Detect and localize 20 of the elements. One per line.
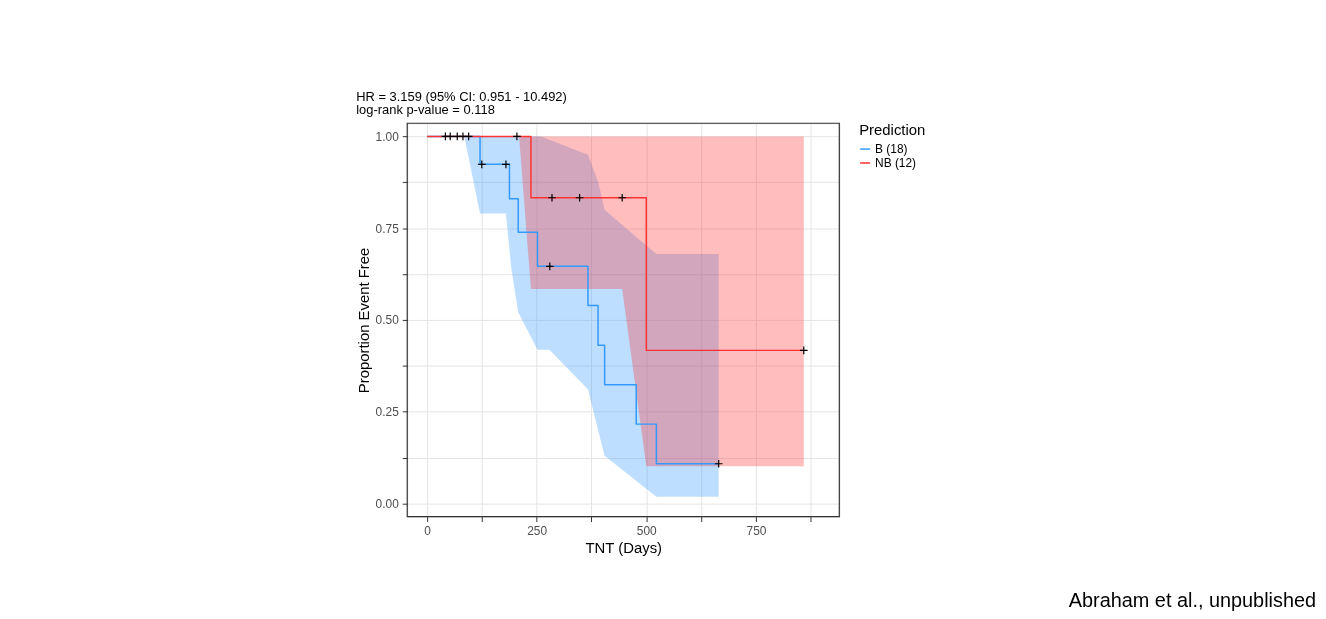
x-tick-label: 750	[746, 523, 767, 538]
legend-title: Prediction	[859, 122, 926, 139]
x-axis-title: TNT (Days)	[585, 539, 663, 556]
y-tick-label: 0.00	[375, 496, 400, 511]
y-tick-label: 0.75	[375, 221, 400, 236]
y-tick-label: 1.00	[375, 129, 400, 144]
legend-label: B (18)	[875, 142, 908, 157]
point	[547, 193, 557, 203]
chart-title: HR = 3.159 (95% CI: 0.951 - 10.492)	[356, 88, 567, 104]
y-tick-label: 0.25	[375, 405, 400, 420]
y-tick-label: 0.50	[375, 313, 400, 328]
y-axis-title: Proportion Event Free	[355, 247, 372, 394]
point	[512, 132, 522, 141]
text: Abraham et al., unpublished	[1068, 588, 1317, 611]
x-tick-label: 250	[527, 523, 548, 538]
point	[458, 132, 468, 141]
legend-label: NB (12)	[875, 155, 917, 170]
point	[501, 159, 511, 169]
x-tick-label: 500	[636, 523, 658, 538]
x-tick-label: 0	[424, 523, 432, 538]
